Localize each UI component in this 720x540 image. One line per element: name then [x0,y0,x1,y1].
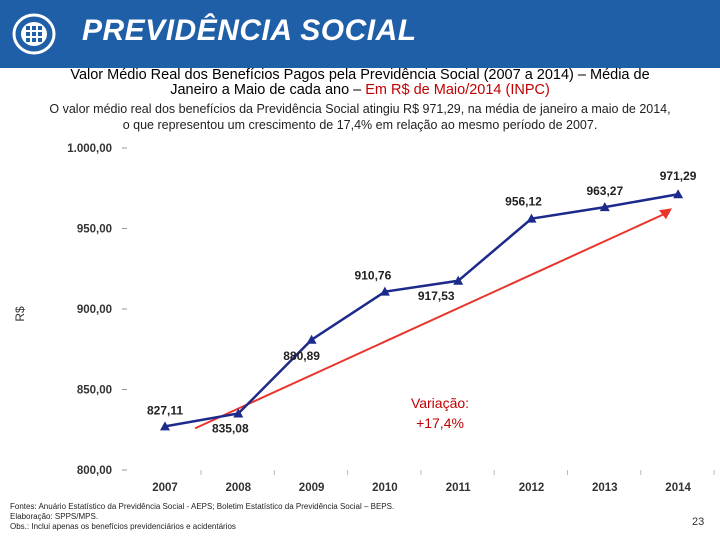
y-tick-label: 850,00 [77,385,112,397]
title-line-2: Janeiro a Maio de cada ano – Em R$ de Ma… [0,83,720,98]
y-tick-label: 1.000,00 [67,143,112,155]
y-tick-label: 950,00 [77,224,112,236]
previdencia-logo-icon [12,13,56,55]
x-tick-label: 2008 [226,482,252,494]
x-tick-label: 2012 [519,482,545,494]
title-line-1: Valor Médio Real dos Benefícios Pagos pe… [70,67,650,83]
footer-observation: Obs.: Inclui apenas os benefícios previd… [10,522,236,531]
variation-annotation-line2: +17,4% [416,415,464,431]
title-highlight: Em R$ de Maio/2014 (INPC) [365,82,550,98]
x-tick-label: 2011 [446,482,472,494]
x-tick-label: 2014 [665,482,691,494]
subtitle-line-1: O valor médio real dos benefícios da Pre… [49,102,671,116]
y-axis-label: R$ [13,306,27,322]
data-label: 917,53 [418,289,455,303]
variation-annotation-line1: Variação: [411,395,469,411]
x-tick-label: 2009 [299,482,325,494]
data-point-marker [233,408,244,418]
data-point-marker [306,334,317,344]
series-line [164,192,679,428]
y-tick-label: 800,00 [77,465,112,477]
title-line-2-prefix: Janeiro a Maio de cada ano – [170,82,366,98]
data-point-marker [379,286,390,296]
header-bar: PREVIDÊNCIA SOCIAL [0,0,720,68]
footer-sources: Fontes: Anuário Estatístico da Previdênc… [10,502,395,511]
x-tick-label: 2007 [152,482,178,494]
line-chart: 800,00 850,00 900,00 950,00 1.000,00 R$ 2007 20… [13,143,715,494]
slide-title: Valor Médio Real dos Benefícios Pagos pe… [0,68,720,98]
data-point-marker [599,202,610,212]
variation-arrow-line [194,212,667,430]
footer-notes: Fontes: Anuário Estatístico da Previdênc… [10,502,394,532]
data-label: 910,76 [355,269,392,283]
subtitle-line-2: o que representou um crescimento de 17,4… [122,118,598,132]
brand-name: PREVIDÊNCIA SOCIAL [82,14,417,47]
data-label: 835,08 [212,422,249,436]
data-label: 827,11 [147,403,183,417]
data-point-marker [160,421,170,431]
y-tick-label: 900,00 [77,304,112,316]
page-number: 23 [692,516,705,528]
variation-arrow-head [659,208,672,220]
slide-subtitle: O valor médio real dos benefícios da Pre… [0,101,720,133]
x-tick-label: 2010 [372,482,398,494]
footer-elaboration: Elaboração: SPPS/MPS. [10,512,99,521]
data-point-marker [526,213,537,223]
data-label: 963,27 [586,184,623,198]
data-label: 880,89 [283,349,320,363]
data-label: 971,29 [660,169,697,183]
data-point-marker [673,189,684,199]
data-label: 956,12 [505,195,542,209]
data-point-marker [453,275,464,285]
x-tick-label: 2013 [592,482,618,494]
